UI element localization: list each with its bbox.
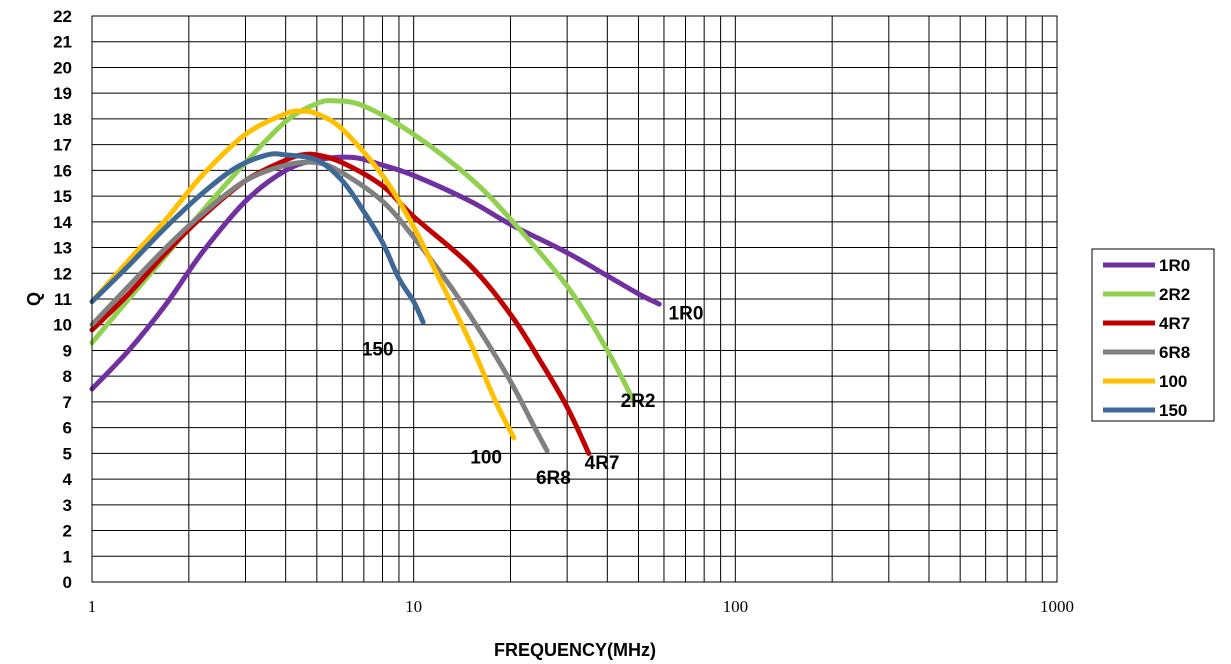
series-line-150 [89,151,426,325]
y-tick-label: 4 [63,470,73,489]
series-label-150: 150 [362,340,394,361]
y-tick-label: 14 [53,213,72,232]
y-tick-label: 1 [63,547,72,566]
y-tick-label: 5 [63,444,72,463]
y-tick-label: 13 [53,239,72,258]
y-tick-label: 18 [53,110,72,129]
series-labels: 1R0 2R2 4R7 6R8 100 150 [362,304,704,490]
y-tick-label: 15 [53,187,72,206]
series-label-2r2: 2R2 [621,391,656,412]
legend-label-1r0: 1R0 [1159,256,1190,275]
legend-label-6r8: 6R8 [1159,343,1190,362]
legend-box [1091,248,1215,422]
y-tick-label: 10 [53,316,72,335]
series-label-1r0: 1R0 [669,304,704,325]
y-tick-label: 20 [53,58,72,77]
y-tick-label: 8 [63,367,72,386]
y-tick-label: 16 [53,161,72,180]
y-tick-label: 21 [53,33,72,52]
legend-label-4r7: 4R7 [1159,314,1190,333]
y-axis-title: Q [24,292,44,306]
y-tick-label: 2 [63,522,72,541]
series-line-6r8 [89,159,550,454]
x-tick-label: 10 [405,597,422,616]
y-tick-label: 19 [53,84,72,103]
legend-label-2r2: 2R2 [1159,285,1190,304]
series-line-100 [89,108,517,441]
y-tick-label: 3 [63,496,72,515]
series-line-1r0 [89,154,662,392]
x-tick-label: 100 [723,597,749,616]
legend: 1R0 2R2 4R7 6R8 100 150 [1091,248,1215,422]
legend-label-150: 150 [1159,401,1187,420]
y-tick-label: 9 [63,341,72,360]
series-label-4r7: 4R7 [585,453,620,474]
series-label-6r8: 6R8 [536,468,571,489]
y-tick-label: 7 [63,393,72,412]
series-label-100: 100 [470,448,502,469]
y-tick-label: 12 [53,264,72,283]
legend-label-100: 100 [1159,372,1187,391]
series-line-4r7 [89,151,592,456]
y-tick-label: 22 [53,7,72,26]
x-tick-label: 1 [88,597,97,616]
y-tick-label: 0 [63,573,72,592]
y-tick-label: 6 [63,419,72,438]
x-axis-title: FREQUENCY(MHz) [494,640,656,660]
y-tick-label: 11 [54,290,72,309]
y-tick-label: 17 [53,136,72,155]
plot-frame [91,15,1058,583]
x-tick-label: 1000 [1040,597,1074,616]
series-lines [89,98,662,456]
